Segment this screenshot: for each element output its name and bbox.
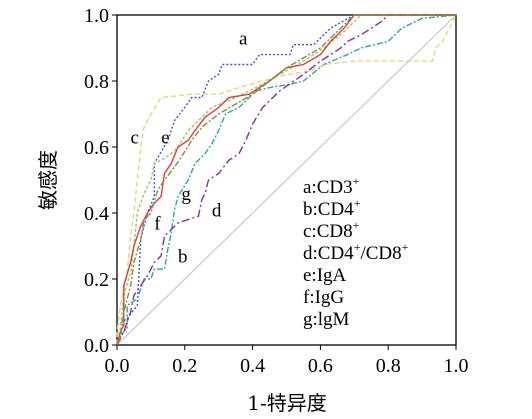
y-tick-label: 0.4 [84, 203, 109, 225]
x-tick-label: 0.0 [105, 355, 130, 377]
curve-label-c: c [131, 128, 139, 149]
curve-labels: a b c d e fg [131, 29, 248, 268]
x-tick-label: 0.4 [240, 355, 265, 377]
plot-frame [116, 14, 457, 346]
curve-label-e: e [161, 128, 169, 149]
legend-entry-b: b:CD4+​ [303, 196, 361, 220]
series-layer [116, 14, 457, 346]
y-axis-title: 敏感度 [36, 150, 60, 210]
legend-entry-d: d:CD4+​/CD8+​ [303, 240, 409, 264]
x-tick-label: 0.8 [376, 355, 401, 377]
ticks-layer: 0.0 0.2 0.4 0.6 0.8 1.0 0.0 0.2 0.4 0.6 0.8 1.0 [84, 5, 469, 377]
curve-label-d: d [212, 200, 222, 221]
y-tick-label: 0.2 [84, 269, 109, 291]
roc-curve-f [116, 14, 456, 346]
legend-entry-e: e:IgA [303, 265, 347, 286]
legend: a:CD3+​b:CD4+​c:CD8+​d:CD4+​/CD8+​e:IgAf… [303, 174, 409, 330]
legend-entry-c: c:CD8+​ [303, 218, 360, 242]
legend-entry-a: a:CD3+​ [303, 174, 360, 198]
curve-label-a: a [239, 29, 248, 50]
roc-curve-b [116, 14, 457, 346]
curve-label-f: f [154, 214, 161, 235]
roc-curve-c [116, 14, 457, 345]
curve-label-g: g [181, 184, 191, 205]
reference-diagonal-line [116, 14, 457, 346]
roc-curve-g [116, 14, 456, 346]
y-tick-label: 0.8 [84, 71, 109, 93]
legend-entry-g: g:lgM [303, 309, 350, 330]
x-tick-label: 0.6 [308, 355, 333, 377]
y-tick-label: 1.0 [84, 5, 109, 27]
y-tick-label: 0.6 [84, 137, 109, 159]
curve-label-b: b [178, 247, 188, 268]
x-tick-label: 0.2 [172, 355, 197, 377]
roc-curve-d [116, 14, 456, 346]
y-tick-label: 0.0 [84, 335, 109, 357]
legend-entry-f: f:IgG [303, 287, 344, 308]
x-tick-label: 1.0 [444, 355, 469, 377]
x-axis-title: 1-特异度 [247, 391, 326, 415]
